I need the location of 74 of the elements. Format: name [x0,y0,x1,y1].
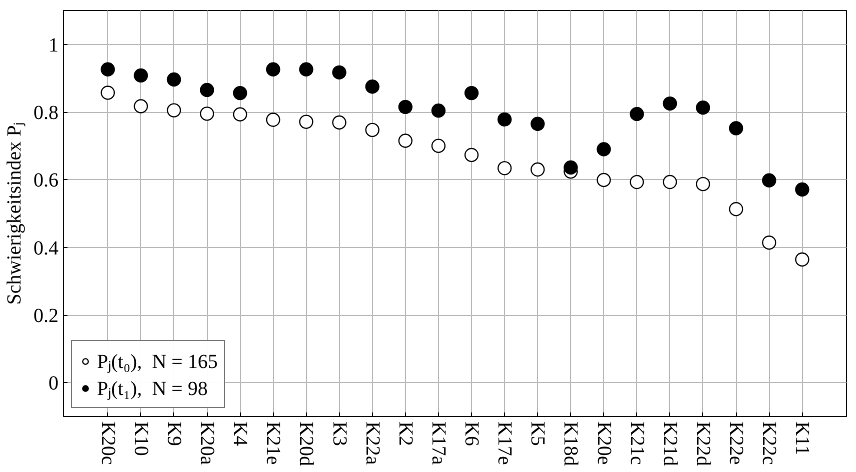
point [530,116,545,131]
point [266,112,280,127]
point [464,86,479,100]
point [332,65,346,80]
point [728,202,744,216]
x-tick-label: K2 [394,422,416,446]
x-tick-label: K17e [494,422,516,465]
x-tick-label: K21c [626,422,648,465]
point [795,252,810,267]
point [630,174,644,190]
point [365,122,380,138]
point [530,162,545,177]
point [431,104,446,118]
x-tick-label: K21e [262,422,284,465]
point [200,106,214,121]
x-tick-label: K5 [526,422,549,446]
point [134,99,148,114]
point [762,173,776,188]
x-tick-label: K17a [427,422,450,465]
x-tick-label: K10 [130,422,152,456]
y-tick-label: 0.8 [34,102,58,124]
point [464,148,479,162]
y-tick-label: 0.6 [34,170,58,192]
point [166,72,182,87]
x-tick-label: K6 [460,422,483,446]
point [498,112,512,127]
point [166,103,182,118]
point [596,172,611,188]
point [299,62,314,76]
point [662,96,678,111]
point [398,100,412,114]
point [332,115,346,130]
legend-label: Pⱼ(t₁), N = 98 [97,377,208,401]
point [200,82,214,98]
x-tick-label: K9 [162,422,185,446]
point [564,160,578,175]
point [596,142,611,156]
x-tick-label: K11 [791,422,814,456]
point [365,80,380,94]
point [232,86,248,100]
point [728,121,744,136]
x-tick-label: K20c [96,422,119,465]
point [398,134,412,148]
x-tick-label: K18d [560,422,582,466]
point [299,114,314,129]
point [762,236,776,250]
x-tick-label: K22c [758,422,780,465]
y-axis-title: Schwierigkeitsindex Pⱼ [4,122,26,305]
x-tick-label: K22d [692,422,714,466]
point [431,138,446,153]
x-tick-label: K20a [196,422,218,465]
point [795,182,810,197]
y-tick-label: 0.2 [34,305,58,327]
x-tick-label: K4 [229,422,252,446]
point [134,68,148,83]
x-tick-label: K20d [295,422,318,466]
point [266,62,280,76]
legend-label: Pⱼ(t₀), N = 165 [97,350,218,374]
x-tick-label: K21d [658,422,681,466]
point [100,62,115,76]
point [630,106,644,122]
y-tick-label: 0.4 [34,237,58,260]
point [696,100,710,115]
x-tick-label: K22e [725,422,748,465]
point [100,86,115,100]
point [662,174,678,190]
x-tick-label: K3 [328,422,350,446]
y-tick-label: 0 [48,372,58,395]
x-tick-label: K22a [361,422,384,465]
x-tick-label: K20e [592,422,615,465]
point [498,161,512,176]
y-tick-label: 1 [48,34,58,56]
point [696,176,710,192]
point [232,107,248,122]
